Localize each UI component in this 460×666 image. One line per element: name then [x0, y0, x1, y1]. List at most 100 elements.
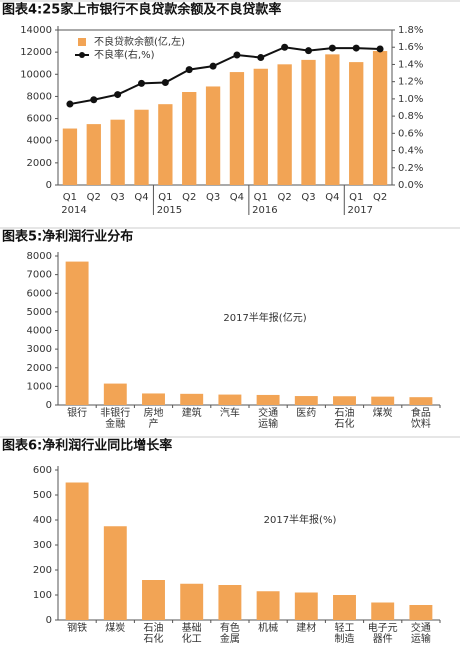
x-tick-label: 食品饮料	[411, 406, 431, 430]
plot-frame	[57, 29, 393, 186]
bar	[218, 394, 242, 405]
line-marker	[305, 47, 312, 55]
bar	[409, 605, 433, 620]
line	[69, 46, 381, 106]
bar	[158, 104, 173, 185]
y2-tick-label: 0.6%	[398, 128, 423, 139]
y-tick-label: 5000	[27, 307, 52, 318]
bar	[294, 592, 318, 620]
x-tick-label: 建筑	[182, 406, 202, 419]
x-tick-label: 轻工制造	[335, 621, 355, 645]
bar	[103, 526, 127, 620]
y-tick-label: 0	[46, 180, 52, 191]
x-tick-label: Q1	[349, 192, 363, 203]
y2-tick-label: 0.8%	[398, 111, 423, 122]
chart-title: 图表4:25家上市银行不良贷款余额及不良贷款率	[2, 2, 281, 18]
y-tick-label: 12000	[20, 47, 52, 58]
line-marker	[233, 51, 241, 59]
y-tick-label: 3000	[27, 344, 52, 355]
x-group-label: 2014	[61, 205, 86, 216]
bar	[294, 396, 318, 405]
bar	[65, 482, 89, 620]
x-tick-label: 石油石化	[335, 406, 355, 430]
y2-tick-label: 0.2%	[398, 163, 423, 174]
y2-tick-label: 1.6%	[398, 42, 423, 53]
y-tick-label: 7000	[27, 270, 52, 281]
x-group-label: 2016	[252, 205, 277, 216]
line-marker	[376, 45, 384, 53]
bar	[256, 591, 280, 620]
x-tick-label: 有色金属	[220, 621, 240, 645]
y-tick-label: 0	[46, 615, 52, 626]
x-tick-label: 银行	[67, 406, 87, 419]
y-tick-label: 2000	[27, 363, 52, 374]
annotation: 2017半年报(亿元)	[223, 311, 306, 324]
line-marker	[328, 44, 336, 52]
y-tick-label: 300	[33, 540, 52, 551]
y2-tick-label: 1.4%	[398, 59, 423, 70]
y-tick-label: 14000	[20, 25, 52, 36]
line-marker	[114, 91, 122, 99]
x-tick-label: 煤炭	[373, 406, 393, 419]
bar	[142, 393, 165, 405]
legend-label: 不良率(右,%)	[94, 48, 155, 61]
x-tick-label: 医药	[296, 407, 316, 419]
x-tick-label: Q2	[373, 192, 387, 203]
x-tick-label: 交通运输	[258, 406, 278, 430]
x-tick-label: Q2	[278, 192, 292, 203]
bar	[371, 602, 395, 620]
x-tick-label: Q4	[325, 192, 339, 203]
x-tick-label: Q1	[63, 192, 77, 203]
y-tick-label: 100	[33, 590, 52, 601]
x-tick-label: 房地产	[144, 406, 164, 430]
x-tick-label: Q4	[230, 192, 244, 203]
line-marker	[138, 79, 145, 87]
bar	[349, 62, 364, 185]
bar	[180, 393, 204, 405]
line-marker	[281, 43, 289, 51]
y-tick-label: 8000	[27, 251, 52, 262]
x-tick-label: 钢铁	[67, 621, 87, 634]
x-tick-label: 基础化工	[182, 621, 202, 645]
line-marker	[90, 96, 98, 104]
x-tick-label: Q3	[111, 192, 125, 203]
bar	[182, 92, 197, 185]
y-tick-label: 2000	[27, 158, 52, 169]
x-tick-label: 煤炭	[105, 621, 125, 634]
y2-tick-label: 1.2%	[398, 77, 423, 88]
legend-swatch	[78, 38, 86, 46]
line-marker	[185, 66, 193, 74]
line-marker	[66, 100, 74, 108]
line-marker	[161, 79, 169, 87]
y-tick-label: 400	[33, 515, 52, 526]
chart-title: 图表5:净利润行业分布	[2, 229, 133, 245]
bar	[229, 72, 245, 185]
legend-swatch	[79, 52, 85, 58]
y-tick-label: 10000	[20, 69, 52, 80]
chart-title: 图表6:净利润行业同比增长率	[2, 438, 172, 454]
bar	[103, 383, 127, 405]
bar	[301, 59, 316, 186]
bar	[409, 397, 433, 405]
y2-tick-label: 1.0%	[398, 94, 423, 105]
x-tick-label: 非银行金融	[100, 406, 130, 430]
bar	[65, 261, 89, 405]
bar	[110, 119, 125, 185]
x-tick-label: Q3	[301, 192, 315, 203]
y-tick-label: 6000	[27, 114, 52, 125]
bar	[134, 109, 149, 185]
x-tick-label: Q3	[206, 192, 220, 203]
y-tick-label: 500	[33, 490, 52, 501]
x-tick-label: Q4	[134, 192, 148, 203]
bar	[333, 595, 356, 620]
y-tick-label: 4000	[27, 326, 52, 337]
annotation: 2017半年报(%)	[264, 513, 337, 526]
x-tick-label: 电子元器件	[368, 621, 398, 645]
x-tick-label: 交通运输	[411, 621, 431, 645]
bar	[325, 54, 340, 185]
x-tick-label: Q2	[87, 192, 101, 203]
x-tick-label: 石油石化	[144, 621, 164, 645]
bar	[180, 583, 204, 620]
